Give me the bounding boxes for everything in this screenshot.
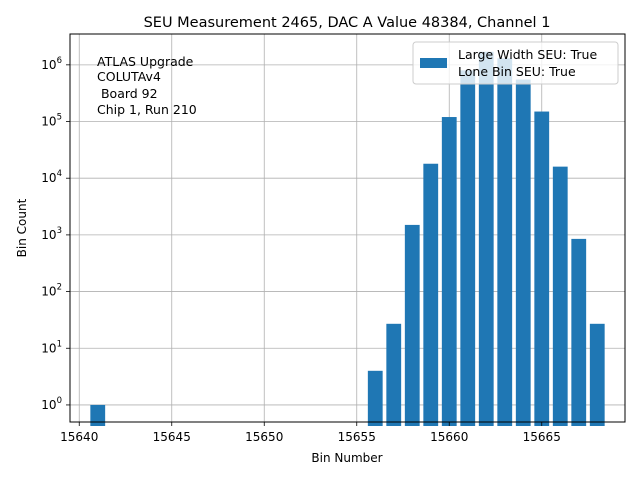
bar	[90, 404, 106, 426]
y-tick-label: 105	[41, 113, 62, 129]
annotation-line: Chip 1, Run 210	[97, 102, 197, 117]
bar	[552, 166, 568, 426]
x-tick-label: 15650	[245, 430, 283, 444]
x-tick-label: 15645	[153, 430, 191, 444]
x-tick-label: 15640	[60, 430, 98, 444]
legend-entry: Lone Bin SEU: True	[458, 64, 576, 79]
annotation-text: ATLAS Upgrade COLUTAv4 Board 92 Chip 1, …	[97, 54, 197, 117]
y-axis: 100 101 102 103 104 105 106	[41, 56, 70, 412]
annotation-line: ATLAS Upgrade	[97, 54, 194, 69]
bar	[589, 323, 605, 426]
y-tick-label: 102	[41, 283, 62, 299]
x-tick-label: 15660	[430, 430, 468, 444]
bar	[571, 238, 587, 426]
bar	[367, 370, 383, 426]
annotation-line: Board 92	[97, 86, 158, 101]
bar	[441, 117, 457, 426]
x-axis: 15640 15645 15650 15655 15660 15665	[60, 422, 561, 444]
annotation-line: COLUTAv4	[97, 69, 161, 84]
bar	[478, 51, 494, 426]
legend-entry: Large Width SEU: True	[458, 47, 597, 62]
bar	[515, 79, 531, 427]
x-axis-label: Bin Number	[311, 451, 382, 465]
bar	[534, 111, 550, 426]
legend-box	[412, 41, 619, 85]
bars	[90, 51, 605, 427]
x-tick-label: 15665	[523, 430, 561, 444]
chart-title: SEU Measurement 2465, DAC A Value 48384,…	[144, 15, 551, 31]
y-tick-label: 104	[41, 169, 62, 185]
legend: Large Width SEU: True Lone Bin SEU: True	[412, 41, 619, 85]
y-tick-label: 103	[41, 226, 62, 242]
plot-frame	[69, 33, 626, 423]
bar	[460, 70, 476, 427]
bar	[497, 58, 513, 427]
bar	[423, 163, 439, 426]
y-tick-label: 100	[41, 396, 62, 412]
y-axis-label: Bin Count	[15, 198, 29, 257]
legend-swatch	[420, 58, 447, 68]
y-tick-label: 101	[41, 339, 62, 355]
y-tick-label: 106	[41, 56, 62, 72]
bar	[386, 323, 402, 426]
bar	[404, 224, 420, 426]
x-tick-label: 15655	[338, 430, 376, 444]
